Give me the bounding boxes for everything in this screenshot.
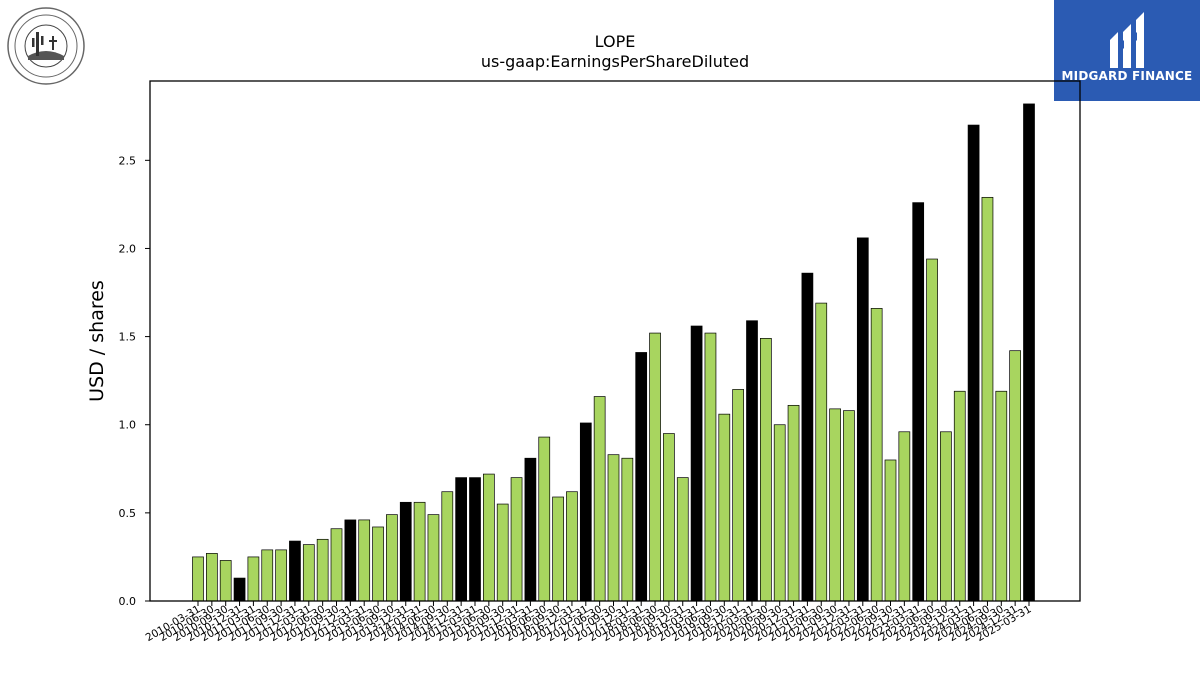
bar-2024-06-30 (981, 196, 994, 602)
bar-2018-03-31 (635, 352, 648, 602)
bar-2013-03-31 (358, 519, 371, 602)
bar-2011-09-30 (275, 549, 287, 602)
bar-2022-06-30 (870, 308, 883, 602)
bar-2021-06-30 (815, 302, 828, 602)
bar-2016-06-30 (538, 436, 551, 602)
bar-2023-03-31 (912, 202, 925, 602)
bar-2015-12-31 (510, 477, 523, 602)
bar-2019-09-30 (718, 413, 731, 602)
bar-2020-09-30 (773, 424, 786, 602)
x-axis: 2010-03-312010-06-302010-09-302010-12-31… (144, 601, 1034, 644)
bar-2017-12-31 (621, 457, 634, 602)
bar-2020-12-31 (787, 404, 800, 602)
bar-2018-12-31 (676, 477, 689, 602)
bar-2025-03-31 (1023, 103, 1035, 602)
bar-2020-06-30 (759, 338, 772, 602)
bar-2022-12-31 (898, 431, 911, 602)
y-tick-label: 2.5 (119, 154, 137, 167)
bar-2014-09-30 (441, 491, 454, 602)
university-seal-logo (7, 7, 85, 85)
y-tick-label: 0.5 (119, 507, 137, 520)
bar-2015-06-30 (483, 473, 495, 602)
bar-2012-03-31 (302, 544, 315, 602)
bar-2021-12-31 (843, 410, 855, 602)
bar-2020-03-31 (746, 320, 758, 602)
y-tick-label: 2.0 (119, 242, 137, 255)
bar-2012-12-31 (344, 519, 357, 602)
bar-2012-06-30 (316, 538, 329, 602)
bar-2011-03-31 (247, 556, 260, 602)
y-tick-label: 1.5 (119, 331, 137, 344)
bar-2022-09-30 (884, 459, 897, 602)
bar-2014-06-30 (427, 514, 440, 602)
bar-2016-09-30 (552, 496, 564, 602)
bar-2022-03-31 (856, 237, 869, 602)
bar-2024-09-30 (995, 390, 1008, 602)
bar-2010-12-31 (233, 577, 246, 602)
y-tick-label: 0.0 (119, 595, 137, 608)
bar-2013-06-30 (372, 526, 384, 602)
bar-2023-09-30 (940, 431, 952, 602)
bar-2018-09-30 (663, 433, 675, 602)
bar-2013-09-30 (386, 514, 398, 602)
bar-2017-03-31 (579, 422, 592, 602)
bar-2011-06-30 (261, 549, 274, 602)
bar-2019-03-31 (690, 325, 703, 602)
plot-frame (149, 80, 1081, 602)
chart-title: LOPE (594, 32, 636, 51)
bar-2010-09-30 (219, 560, 232, 602)
bar-2010-03-31 (192, 556, 204, 602)
bar-2010-06-30 (206, 553, 218, 602)
bar-2017-06-30 (593, 396, 606, 602)
bar-2017-09-30 (607, 454, 620, 602)
bar-2023-06-30 (926, 258, 938, 602)
brand-name: MIDGARD FINANCE (1061, 69, 1193, 83)
bar-2012-09-30 (330, 528, 343, 602)
bar-2015-09-30 (496, 503, 509, 602)
bar-2021-09-30 (829, 408, 841, 602)
bar-2024-12-31 (1009, 350, 1022, 602)
bar-2016-03-31 (524, 457, 537, 602)
midgard-finance-logo: MIDGARD FINANCE (1054, 0, 1200, 101)
bar-2013-12-31 (399, 501, 412, 602)
bar-2019-06-30 (704, 332, 717, 602)
midgard-logo-icon (1110, 12, 1144, 68)
y-tick-label: 1.0 (119, 419, 137, 432)
bars-group (192, 103, 1035, 602)
bar-2016-12-31 (566, 491, 578, 602)
bar-2011-12-31 (289, 540, 301, 602)
bar-2014-03-31 (413, 501, 426, 602)
bar-2024-03-31 (967, 124, 980, 602)
bar-2015-03-31 (469, 477, 481, 602)
bar-2019-12-31 (732, 389, 745, 602)
bar-2018-06-30 (649, 332, 661, 602)
bar-2021-03-31 (801, 272, 814, 602)
bar-2023-12-31 (953, 390, 966, 602)
bar-2014-12-31 (455, 477, 467, 602)
y-axis: 0.0 0.5 1.0 1.5 2.0 2.5 (119, 154, 150, 608)
chart-subtitle: us-gaap:EarningsPerShareDiluted (480, 52, 750, 71)
